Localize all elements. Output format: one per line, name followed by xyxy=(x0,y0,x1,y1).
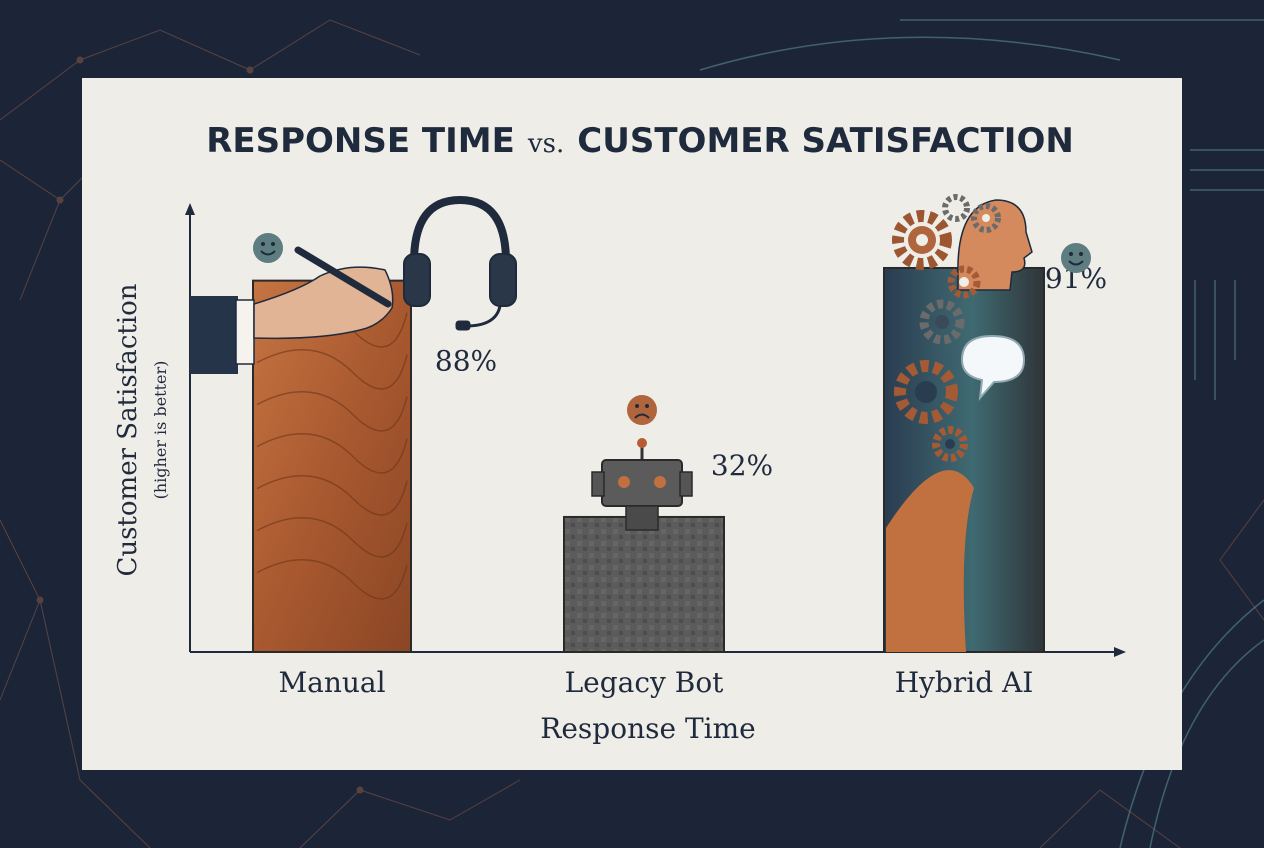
value-label: 88% xyxy=(435,345,497,378)
gear-icon xyxy=(894,360,958,424)
title-part-1: RESPONSE TIME xyxy=(206,121,515,161)
robot-antenna-bulb xyxy=(637,438,647,448)
shirt-cuff xyxy=(235,299,255,365)
title-part-3: CUSTOMER SATISFACTION xyxy=(577,121,1074,161)
category-label: Legacy Bot xyxy=(565,666,725,699)
suit-sleeve xyxy=(190,296,238,374)
ai-head-silhouette xyxy=(957,199,1033,291)
x-axis-label: Response Time xyxy=(540,712,755,745)
robot-head xyxy=(601,459,683,507)
gear-icon xyxy=(919,299,965,345)
background-network-decoration xyxy=(0,19,1264,848)
bar-manual xyxy=(252,279,412,653)
gear-icon xyxy=(947,265,981,299)
y-axis-sublabel: (higher is better) xyxy=(151,361,170,500)
speech-bubble-icon xyxy=(960,334,1026,402)
headset-icon xyxy=(403,195,517,331)
sad-face-icon xyxy=(627,395,657,425)
ai-bar-swoosh xyxy=(886,470,974,652)
smiley-face-icon xyxy=(1061,243,1091,273)
gear-icon xyxy=(971,203,1001,233)
bar-legacy-bot xyxy=(563,515,725,654)
title-part-2: vs. xyxy=(527,129,564,159)
robot-illustration xyxy=(591,438,693,531)
category-label: Hybrid AI xyxy=(895,666,1034,699)
chart-title: RESPONSE TIME vs. CUSTOMER SATISFACTION xyxy=(206,121,1074,161)
y-axis-arrow xyxy=(185,203,195,215)
x-axis-arrow xyxy=(1114,647,1126,657)
y-axis-label: Customer Satisfaction xyxy=(113,283,143,576)
bars-group xyxy=(252,266,1045,654)
hand-with-pen-illustration xyxy=(190,246,394,374)
gear-icon xyxy=(932,426,968,462)
smiley-face-icon xyxy=(253,233,283,263)
value-label: 32% xyxy=(711,449,773,482)
gears-head-illustration xyxy=(892,194,1033,462)
gear-icon xyxy=(942,194,970,222)
robot-eye-right xyxy=(654,476,666,488)
category-label: Manual xyxy=(278,666,385,699)
robot-eye-left xyxy=(618,476,630,488)
gear-icon xyxy=(892,210,952,270)
pen xyxy=(294,246,392,308)
